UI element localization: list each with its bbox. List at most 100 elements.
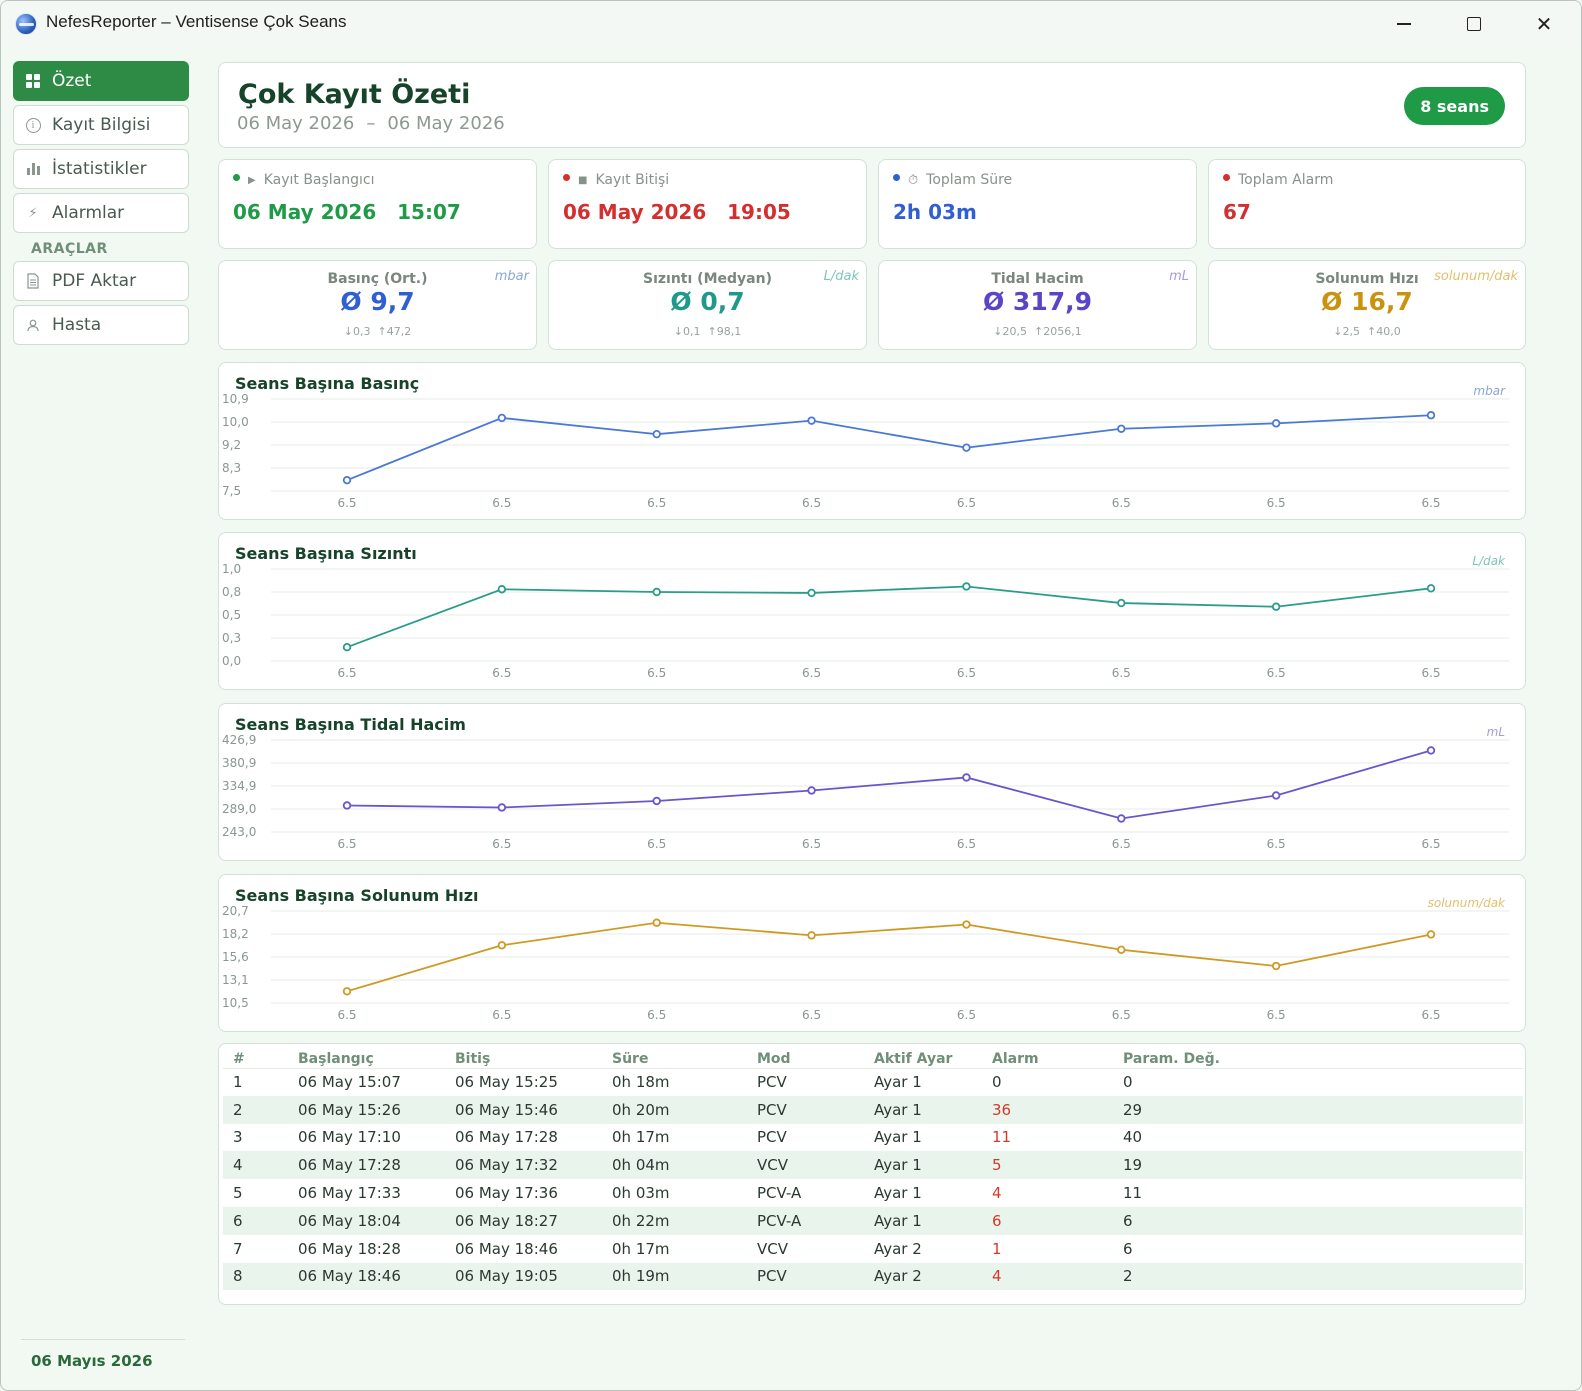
table-cell: PCV-A — [757, 1184, 802, 1203]
x-tick-label: 6.5 — [492, 1008, 511, 1022]
data-point[interactable] — [1426, 584, 1436, 593]
table-cell: 06 May 17:36 — [455, 1184, 558, 1203]
data-point[interactable] — [807, 786, 816, 795]
data-point[interactable] — [1271, 602, 1281, 611]
status-dot — [233, 173, 240, 181]
table-row[interactable]: 5 06 May 17:33 06 May 17:36 0h 03m PCV-A Ayar… — [223, 1179, 1523, 1207]
data-point[interactable] — [497, 941, 507, 950]
x-tick-label: 6.5 — [492, 837, 511, 851]
minimize-button[interactable] — [1369, 1, 1439, 47]
data-point[interactable] — [497, 413, 507, 423]
column-header[interactable]: Mod — [757, 1048, 874, 1069]
data-point[interactable] — [342, 475, 352, 485]
y-tick-label: 13,1 — [222, 973, 249, 987]
data-point[interactable] — [1271, 961, 1281, 971]
data-point[interactable] — [807, 931, 816, 940]
table-header-row: # Başlangıç Bitiş Süre Mod Aktif Ayar Al… — [223, 1048, 1523, 1069]
data-point[interactable] — [497, 803, 507, 812]
table-cell: 06 May 18:46 — [298, 1262, 455, 1291]
sidebar-item-pdf-aktar[interactable]: PDF Aktar — [13, 261, 189, 301]
data-point[interactable] — [807, 588, 816, 598]
sidebar-item-alarmlar[interactable]: ⚡ Alarmlar — [13, 193, 189, 233]
data-point[interactable] — [1117, 424, 1126, 433]
table-cell: PCV — [757, 1262, 874, 1291]
table-cell: 6 — [992, 1206, 1123, 1235]
chart-unit: L/dak — [1472, 554, 1505, 568]
table-row[interactable]: 2 06 May 15:26 06 May 15:46 0h 20m PCV Ayar 1… — [223, 1095, 1523, 1124]
data-point[interactable] — [1426, 746, 1436, 755]
metric-value: Ø 9,7 — [340, 287, 415, 316]
metric-max: ↑47,2 — [377, 325, 412, 338]
table-cell: 0h 04m — [612, 1151, 757, 1180]
data-point[interactable] — [807, 416, 816, 425]
column-header[interactable]: Alarm — [992, 1048, 1123, 1069]
data-point[interactable] — [652, 796, 661, 806]
table-row[interactable]: 8 06 May 18:46 06 May 19:05 0h 19m PCV Ayar 2… — [223, 1262, 1523, 1291]
x-tick-label: 6.5 — [802, 666, 821, 680]
sidebar-item-label: PDF Aktar — [52, 271, 137, 291]
column-header[interactable]: Aktif Ayar — [874, 1048, 992, 1069]
data-point[interactable] — [1117, 945, 1126, 954]
x-tick-label: 6.5 — [337, 496, 356, 510]
data-point[interactable] — [1426, 930, 1436, 939]
table-cell: 6 — [223, 1206, 298, 1235]
data-point[interactable] — [342, 801, 352, 810]
data-point[interactable] — [1271, 791, 1281, 800]
table-cell: Ayar 1 — [874, 1184, 922, 1203]
chart-resp-rate: 20,7 18,2 15,6 13,1 10,5 6.5 6.5 6.5 6.5 6.5 6.5 6.… — [218, 874, 1526, 1032]
table-row[interactable]: 1 06 May 15:07 06 May 15:25 0h 18m PCV Ayar 1… — [223, 1068, 1523, 1096]
table-cell: 6 — [1123, 1239, 1133, 1258]
y-tick-label: 0,5 — [222, 608, 241, 622]
status-dot — [893, 173, 900, 181]
table-cell: Ayar 1 — [874, 1206, 992, 1235]
sidebar-item-kayit-bilgisi[interactable]: i Kayıt Bilgisi — [13, 105, 189, 145]
series-line — [346, 585, 1432, 649]
data-point[interactable] — [1426, 411, 1436, 420]
column-header[interactable]: Param. Değ. — [1123, 1048, 1523, 1069]
sidebar-item-label: Alarmlar — [52, 203, 125, 223]
data-point[interactable] — [497, 585, 507, 594]
column-header[interactable]: # — [223, 1048, 298, 1069]
sidebar-item-ozet[interactable]: Özet — [13, 61, 189, 101]
table-cell: 0h 19m — [612, 1262, 757, 1291]
data-point[interactable] — [1271, 419, 1281, 428]
table-cell: Ayar 1 — [874, 1128, 922, 1147]
data-point[interactable] — [652, 587, 661, 597]
table-cell: 11 — [1123, 1184, 1143, 1203]
metric-unit: mbar — [494, 269, 529, 284]
series-line — [346, 921, 1432, 993]
metric-range: ↓2,5 ↑40,0 — [1209, 325, 1525, 338]
data-point[interactable] — [962, 920, 971, 929]
table-cell: 0 — [992, 1073, 1002, 1092]
sidebar-item-hasta[interactable]: Hasta — [13, 305, 189, 345]
table-cell: Ayar 1 — [874, 1095, 992, 1124]
sessions-table-card: # Başlangıç Bitiş Süre Mod Aktif Ayar Al… — [218, 1043, 1526, 1305]
x-tick-label: 6.5 — [802, 1008, 821, 1022]
table-cell: PCV-A — [757, 1206, 874, 1235]
table-row[interactable]: 6 06 May 18:04 06 May 18:27 0h 22m PCV-A Ayar… — [223, 1206, 1523, 1235]
data-point[interactable] — [962, 773, 971, 782]
table-cell: 06 May 15:25 — [455, 1073, 558, 1092]
column-header[interactable]: Bitiş — [455, 1048, 612, 1069]
table-cell: VCV — [757, 1151, 874, 1180]
x-tick-label: 6.5 — [492, 496, 511, 510]
column-header[interactable]: Süre — [612, 1048, 757, 1069]
data-point[interactable] — [652, 918, 661, 927]
table-cell: 1 — [992, 1239, 1002, 1258]
maximize-button[interactable] — [1439, 1, 1509, 47]
data-point[interactable] — [1117, 814, 1126, 823]
data-point[interactable] — [342, 987, 352, 996]
data-point[interactable] — [652, 429, 661, 439]
data-point[interactable] — [962, 582, 971, 591]
column-header[interactable]: Başlangıç — [298, 1048, 455, 1069]
sidebar-item-istatistikler[interactable]: İstatistikler — [13, 149, 189, 189]
y-tick-label: 0,3 — [222, 631, 241, 645]
table-row[interactable]: 4 06 May 17:28 06 May 17:32 0h 04m VCV Ayar 1… — [223, 1151, 1523, 1180]
data-point[interactable] — [1117, 598, 1126, 608]
data-point[interactable] — [962, 443, 971, 452]
table-row[interactable]: 7 06 May 18:28 06 May 18:46 0h 17m VCV Ayar 2… — [223, 1235, 1523, 1263]
table-row[interactable]: 3 06 May 17:10 06 May 17:28 0h 17m PCV Ayar 1… — [223, 1124, 1523, 1152]
close-button[interactable]: ✕ — [1509, 1, 1579, 47]
chart-svg: 426,9 380,9 334,9 289,0 243,0 6.5 6.5 6.5 6.5 6.5… — [222, 733, 1509, 851]
data-point[interactable] — [342, 642, 352, 652]
